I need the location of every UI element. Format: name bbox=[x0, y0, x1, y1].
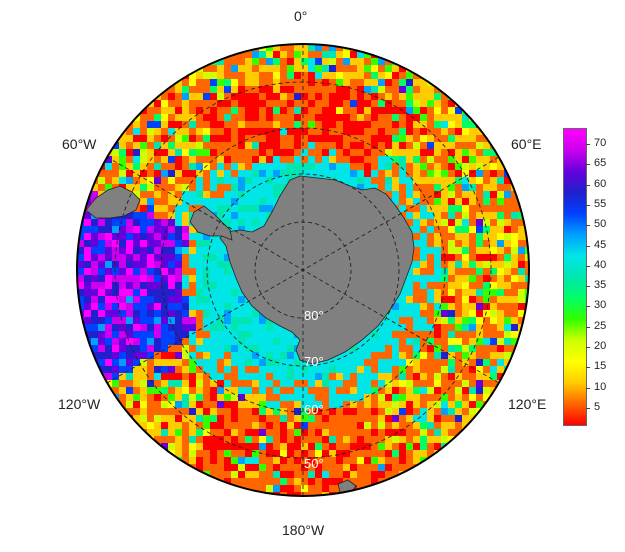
lat-label-50: 50° bbox=[304, 456, 324, 471]
colorbar-tick-label: 20 bbox=[594, 339, 607, 352]
lat-label-80: 80° bbox=[304, 308, 324, 323]
colorbar-tick-mark bbox=[586, 326, 590, 328]
colorbar-tick-label: 10 bbox=[594, 380, 607, 393]
colorbar-tick-mark bbox=[586, 164, 590, 166]
lat-label-70: 70° bbox=[304, 354, 324, 369]
graticule bbox=[106, 44, 500, 496]
colorbar-tick-label: 5 bbox=[594, 400, 601, 413]
lon-label-120w: 120°W bbox=[58, 396, 101, 412]
colorbar-tick-label: 25 bbox=[594, 319, 607, 332]
colorbar-tick-mark bbox=[586, 184, 590, 186]
colorbar-tick-mark bbox=[586, 144, 590, 146]
colorbar bbox=[563, 128, 587, 426]
colorbar-tick-mark bbox=[586, 346, 590, 348]
map-boundary bbox=[76, 43, 530, 497]
colorbar-tick-label: 35 bbox=[594, 279, 607, 292]
colorbar-tick-mark bbox=[586, 387, 590, 389]
colorbar-tick-label: 40 bbox=[594, 258, 607, 271]
lat-label-60: 60° bbox=[304, 402, 324, 417]
colorbar-tick-label: 45 bbox=[594, 238, 607, 251]
lon-label-180w: 180°W bbox=[282, 522, 325, 538]
colorbar-tick-mark bbox=[586, 306, 590, 308]
colorbar-tick-label: 65 bbox=[594, 157, 607, 170]
colorbar-tick-mark bbox=[586, 367, 590, 369]
lon-label-60e: 60°E bbox=[511, 136, 542, 152]
lon-label-120e: 120°E bbox=[508, 396, 547, 412]
colorbar-tick-mark bbox=[586, 407, 590, 409]
south-america-tip bbox=[85, 185, 141, 219]
colorbar-tick-label: 15 bbox=[594, 360, 607, 373]
colorbar-tick-label: 55 bbox=[594, 198, 607, 211]
colorbar-tick-mark bbox=[586, 225, 590, 227]
lon-label-0: 0° bbox=[294, 8, 308, 24]
colorbar-tick-mark bbox=[586, 265, 590, 267]
colorbar-tick-label: 30 bbox=[594, 299, 607, 312]
lon-label-60w: 60°W bbox=[62, 136, 97, 152]
colorbar-tick-label: 50 bbox=[594, 218, 607, 231]
colorbar-tick-mark bbox=[586, 245, 590, 247]
colorbar-tick-mark bbox=[586, 286, 590, 288]
colorbar-tick-mark bbox=[586, 205, 590, 207]
colorbar-tick-label: 60 bbox=[594, 177, 607, 190]
colorbar-tick-label: 70 bbox=[594, 137, 607, 150]
